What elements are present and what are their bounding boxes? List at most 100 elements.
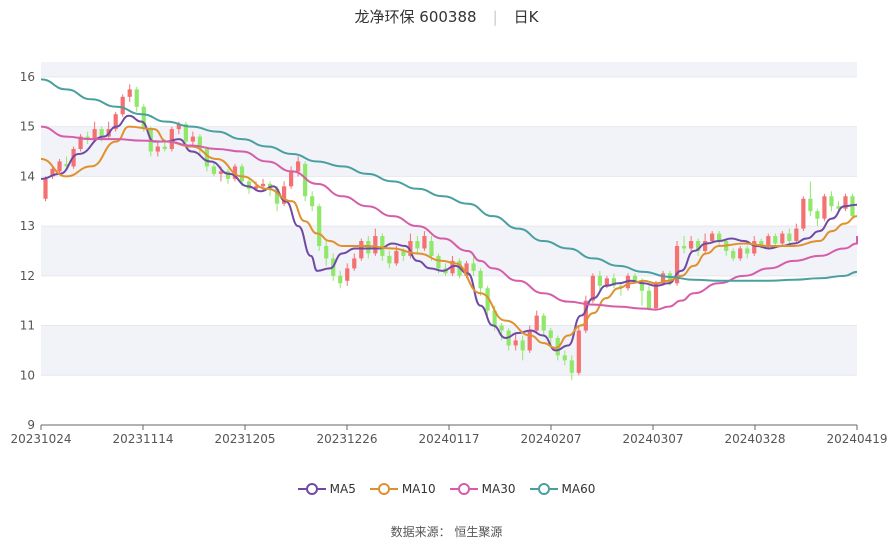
candle-body: [422, 236, 427, 249]
candle-body: [548, 330, 553, 338]
candle-body: [562, 355, 567, 361]
candle-body: [822, 196, 827, 219]
candle-body: [520, 340, 525, 351]
title-separator: |: [492, 8, 498, 26]
legend-item-ma10[interactable]: MA10: [369, 482, 436, 496]
candle-body: [710, 233, 715, 242]
candle-body: [752, 241, 757, 254]
candle-body: [99, 129, 104, 137]
candle-body: [338, 275, 343, 284]
y-tick-label: 9: [27, 418, 35, 432]
data-source: 数据来源： 恒生聚源: [390, 525, 503, 539]
x-tick-label: 20240307: [622, 432, 683, 446]
candle-body: [583, 300, 588, 331]
candle-body: [604, 278, 609, 286]
candle-body: [569, 360, 574, 373]
candle-body: [190, 136, 195, 142]
candle-body: [317, 206, 322, 246]
candle-body: [780, 233, 785, 244]
y-tick-label: 10: [20, 368, 35, 382]
candle-body: [401, 250, 406, 256]
y-tick-label: 11: [20, 319, 35, 333]
candle-body: [296, 161, 301, 172]
candle-body: [667, 273, 673, 284]
legend-item-ma30[interactable]: MA30: [449, 482, 516, 496]
candle-body: [408, 241, 413, 256]
x-tick-label: 20240117: [418, 432, 479, 446]
legend-swatch-ma60: [529, 483, 558, 495]
x-tick-label: 20231205: [214, 432, 275, 446]
candle-body: [576, 330, 581, 373]
candle-body: [653, 283, 659, 309]
candle-body: [759, 241, 764, 246]
candle-body: [688, 241, 694, 249]
candle-body: [415, 241, 420, 249]
candle-body: [801, 198, 806, 229]
candles: [43, 84, 855, 381]
candle-body: [808, 198, 813, 212]
candle-body: [274, 188, 280, 204]
candle-body: [211, 166, 217, 174]
grid-band: [41, 126, 857, 177]
candle-body: [169, 129, 174, 150]
legend-label-ma5: MA5: [329, 482, 356, 496]
candle-body: [836, 206, 841, 209]
candle-body: [646, 290, 652, 309]
candle-body: [85, 136, 90, 140]
candle-body: [50, 168, 55, 177]
candle-body: [134, 89, 139, 107]
legend-item-ma60[interactable]: MA60: [529, 482, 595, 496]
ma-line-ma5: [40, 114, 858, 352]
y-tick-label: 16: [20, 70, 35, 84]
candle-body: [218, 171, 224, 174]
stock-name: 龙净环保 600388: [354, 8, 477, 26]
candle-body: [471, 263, 476, 271]
candle-body: [464, 263, 469, 276]
candle-body: [787, 233, 792, 242]
candle-body: [43, 178, 48, 199]
candle-body: [232, 166, 238, 179]
candle-body: [731, 250, 736, 259]
candle-body: [394, 250, 399, 264]
candle-body: [246, 181, 252, 189]
y-tick-label: 13: [20, 219, 35, 233]
legend-item-ma5[interactable]: MA5: [297, 482, 356, 496]
candle-body: [485, 288, 490, 311]
ma-line-ma10: [40, 125, 858, 349]
candle-body: [527, 330, 532, 351]
candle-body: [681, 245, 687, 249]
candle-body: [260, 183, 266, 187]
candle-body: [499, 325, 504, 331]
period-label: 日K: [513, 8, 539, 26]
ma-line-ma30: [40, 125, 859, 311]
legend-swatch-ma30: [449, 483, 478, 495]
x-tick-label: 20240419: [826, 432, 887, 446]
candle-body: [534, 315, 539, 331]
candle-body: [204, 149, 210, 167]
candle-body: [703, 241, 708, 251]
candle-body: [183, 124, 188, 142]
x-tick-label: 20231226: [316, 432, 377, 446]
candle-body: [541, 315, 546, 331]
y-axis: 9 10 11 12 13 14 15 16: [20, 70, 35, 432]
candle-body: [155, 146, 160, 152]
y-tick-label: 15: [20, 120, 35, 134]
x-tick-label: 20240207: [520, 432, 581, 446]
candle-body: [717, 233, 722, 242]
candle-body: [345, 268, 350, 281]
candle-body: [766, 236, 771, 246]
candle-body: [225, 171, 231, 179]
candle-body: [478, 270, 483, 289]
x-axis: 20231024 20231114 20231205 20231226 20240117…: [10, 425, 888, 446]
candle-body: [492, 310, 497, 326]
y-tick-label: 12: [20, 269, 35, 283]
candle-body: [253, 186, 259, 189]
candle-body: [773, 236, 778, 244]
candle-body: [366, 241, 371, 254]
candle-body: [141, 106, 146, 130]
legend-swatch-ma10: [369, 483, 398, 495]
legend-label-ma10: MA10: [401, 482, 436, 496]
candle-body: [745, 248, 750, 254]
candle-body: [281, 186, 287, 204]
candle-body: [674, 245, 680, 284]
